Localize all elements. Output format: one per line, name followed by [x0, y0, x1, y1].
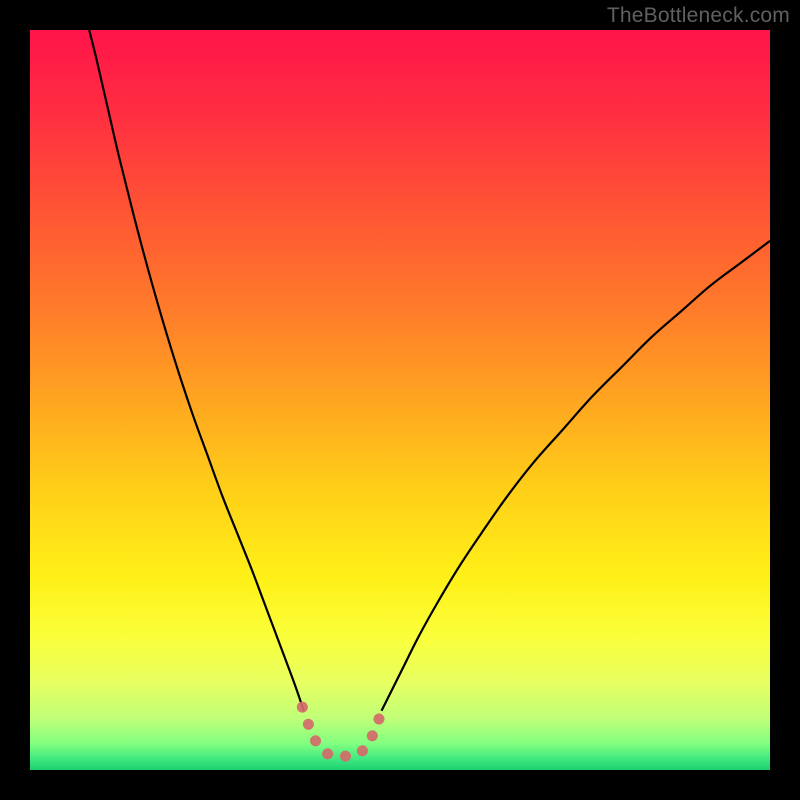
watermark-text: TheBottleneck.com	[607, 4, 790, 28]
chart-frame: TheBottleneck.com	[0, 0, 800, 800]
bottleneck-chart	[30, 30, 770, 770]
plot-background	[30, 30, 770, 770]
